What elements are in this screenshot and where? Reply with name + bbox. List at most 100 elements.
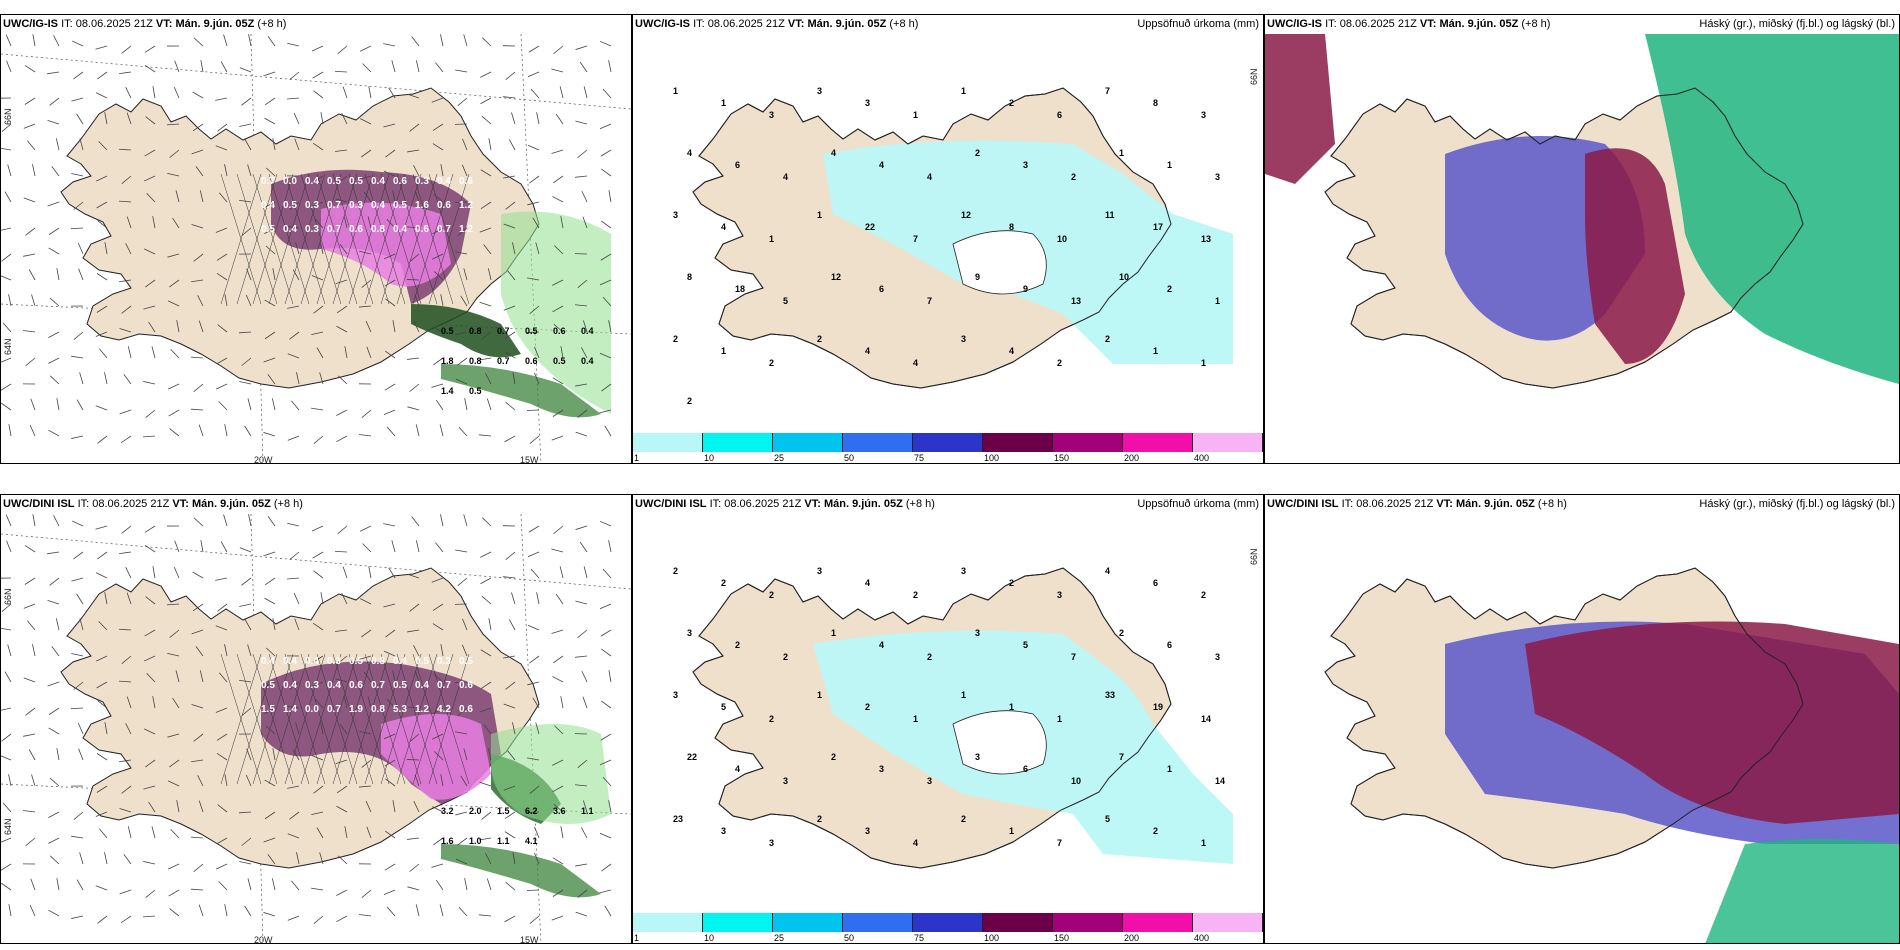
wind-barb bbox=[455, 549, 468, 553]
wind-barb bbox=[368, 566, 372, 579]
precip-nodata bbox=[952, 710, 1047, 775]
precip-value-label: 4 bbox=[735, 764, 740, 774]
wind-barb bbox=[368, 86, 372, 99]
precip-value-label: 3 bbox=[1057, 590, 1062, 600]
wind-barb bbox=[464, 398, 468, 411]
wind-value-label: 0.3 bbox=[371, 656, 385, 667]
precip-value-label: 6 bbox=[1057, 110, 1062, 120]
precip-value-label: 1 bbox=[1201, 838, 1206, 848]
wind-barb bbox=[193, 517, 204, 527]
panel-header: UWC/IG-IS IT: 08.06.2025 21Z VT: Mán. 9.… bbox=[3, 18, 286, 30]
wind-barb bbox=[195, 646, 204, 657]
precip-value-label: 7 bbox=[927, 296, 932, 306]
wind-value-label: 0.4 bbox=[305, 176, 319, 187]
wind-barb bbox=[534, 346, 540, 359]
wind-barb bbox=[312, 551, 324, 559]
wind-barb bbox=[167, 733, 180, 738]
wind-barb bbox=[600, 733, 612, 741]
wind-barb bbox=[248, 514, 252, 527]
wind-barb bbox=[560, 216, 564, 229]
vt-label: VT: bbox=[172, 498, 189, 510]
wind-barb bbox=[552, 785, 564, 793]
wind-value-label: 0.5 bbox=[415, 656, 429, 667]
wind-value-label: 0.0 bbox=[283, 176, 297, 187]
wind-barb bbox=[95, 811, 108, 817]
wind-barb bbox=[24, 577, 36, 585]
wind-value-label: 0.6 bbox=[349, 680, 363, 691]
wind-barb bbox=[536, 112, 540, 125]
precip-legend: 1 10 25 50 75 100 150 200 400 bbox=[633, 433, 1263, 463]
precip-value-label: 1 bbox=[1153, 346, 1158, 356]
wind-barb bbox=[575, 655, 588, 658]
wind-barb bbox=[552, 676, 564, 683]
wind-barb bbox=[512, 372, 516, 385]
wind-barb bbox=[215, 707, 228, 713]
wind-barb bbox=[337, 525, 348, 535]
wind-barb bbox=[289, 681, 300, 691]
lead-time: (+8 h) bbox=[905, 498, 935, 510]
wind-value-label: 0.3 bbox=[415, 176, 429, 187]
wind-barb bbox=[73, 71, 84, 80]
wind-barb bbox=[457, 227, 468, 236]
precip-value-label: 4 bbox=[687, 148, 692, 158]
wind-barb bbox=[334, 550, 348, 553]
wind-barb bbox=[312, 142, 324, 151]
wind-barb bbox=[599, 40, 612, 47]
wind-value-label: 0.4 bbox=[305, 656, 319, 667]
hatch-line bbox=[252, 173, 294, 305]
hatch-line bbox=[284, 653, 326, 785]
wind-barb bbox=[23, 810, 36, 813]
wind-barb bbox=[239, 331, 252, 334]
wind-barb bbox=[48, 837, 60, 844]
wind-barb bbox=[344, 346, 348, 359]
wind-barb bbox=[144, 64, 156, 73]
wind-barb bbox=[272, 138, 276, 151]
wind-barb bbox=[31, 294, 36, 307]
wind-value-label: 0.4 bbox=[327, 680, 341, 691]
wind-barb bbox=[312, 622, 324, 631]
lat-label-66n: 66N bbox=[1249, 68, 1259, 85]
wind-value-label: 1.1 bbox=[497, 836, 510, 846]
hatch-line bbox=[412, 653, 454, 785]
wind-barb bbox=[554, 245, 564, 255]
wind-value-label: 1.6 bbox=[415, 200, 429, 211]
precip-value-label: 3 bbox=[769, 110, 774, 120]
wind-barb bbox=[508, 619, 516, 631]
wind-barb bbox=[191, 704, 204, 709]
wind-barb bbox=[575, 911, 588, 917]
wind-barb bbox=[170, 349, 180, 359]
wind-barb bbox=[267, 516, 276, 527]
lon-label-20w: 20W bbox=[254, 935, 273, 944]
legend-swatch bbox=[633, 433, 703, 452]
wind-barb bbox=[583, 800, 588, 813]
panel-header: UWC/IG-IS IT: 08.06.2025 21Z VT: Mán. 9.… bbox=[635, 18, 918, 30]
wind-value-label: 0.7 bbox=[371, 680, 385, 691]
wind-barb bbox=[409, 253, 420, 263]
wind-barb bbox=[361, 279, 372, 288]
wind-value-label: 0.3 bbox=[327, 656, 341, 667]
wind-barb bbox=[76, 399, 84, 411]
wind-barb bbox=[457, 577, 468, 586]
wind-barb bbox=[479, 781, 492, 787]
precip-value-label: 7 bbox=[913, 234, 918, 244]
wind-barb bbox=[319, 852, 324, 865]
precip-value-label: 1 bbox=[1215, 296, 1220, 306]
wind-barb bbox=[73, 551, 84, 560]
wind-barb bbox=[366, 346, 372, 359]
wind-barb bbox=[167, 253, 180, 258]
wind-barb bbox=[433, 837, 444, 846]
wind-barb bbox=[552, 409, 564, 417]
precip-value-label: 2 bbox=[1105, 334, 1110, 344]
wind-barb bbox=[359, 730, 372, 735]
wind-barb bbox=[454, 201, 468, 203]
wind-barb bbox=[71, 40, 84, 47]
wind-barb bbox=[143, 861, 156, 865]
wind-value-label: 0.4 bbox=[415, 680, 429, 691]
wind-barb bbox=[439, 904, 444, 917]
legend-tick-label: 75 bbox=[914, 933, 925, 943]
lead-time: (+8 h) bbox=[257, 18, 287, 30]
panel-title: Uppsöfnuð úrkoma (mm) bbox=[1137, 18, 1259, 30]
precip-value-label: 3 bbox=[961, 334, 966, 344]
wind-barb bbox=[71, 355, 84, 359]
wind-barb bbox=[239, 603, 252, 607]
